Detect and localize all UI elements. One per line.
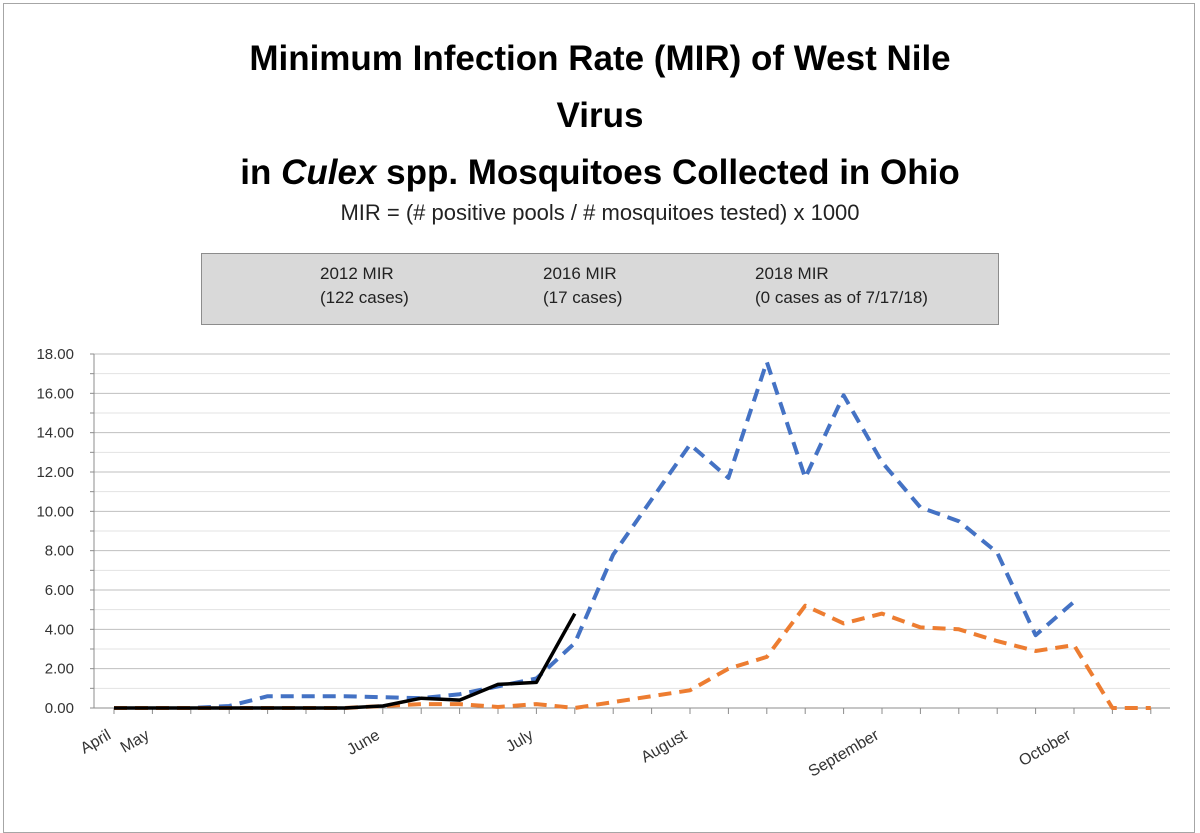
x-month-label: April (78, 727, 114, 758)
legend-label-2016: 2016 MIR (543, 264, 617, 283)
y-tick-label: 10.00 (36, 503, 74, 520)
x-month-label: October (1016, 726, 1074, 770)
chart-legend: 2012 MIR (122 cases) 2016 MIR (17 cases)… (201, 253, 999, 325)
legend-note-2012: (122 cases) (320, 288, 409, 307)
title-line-3-post: spp. Mosquitoes Collected in Ohio (376, 153, 960, 192)
legend-label-2018: 2018 MIR (755, 264, 829, 283)
legend-text-2012: 2012 MIR (122 cases) (320, 262, 409, 310)
y-tick-label: 8.00 (45, 543, 74, 560)
y-tick-label: 2.00 (45, 661, 74, 678)
y-tick-label: 6.00 (45, 582, 74, 599)
y-tick-label: 4.00 (45, 621, 74, 638)
x-month-label: September (806, 726, 883, 780)
chart-subtitle: MIR = (# positive pools / # mosquitoes t… (340, 200, 860, 225)
title-line-1: Minimum Infection Rate (MIR) of West Nil… (249, 39, 951, 78)
y-tick-label: 18.00 (36, 346, 74, 363)
title-line-3-pre: in (240, 153, 282, 192)
x-month-label: May (118, 727, 153, 757)
y-tick-label: 14.00 (36, 425, 74, 442)
y-tick-label: 12.00 (36, 464, 74, 481)
y-tick-label: 0.00 (45, 700, 74, 717)
series-line-2012-mir (114, 359, 1076, 710)
y-tick-label: 16.00 (36, 385, 74, 402)
legend-note-2016: (17 cases) (543, 288, 623, 307)
legend-text-2016: 2016 MIR (17 cases) (543, 262, 622, 310)
title-line-3: in Culex spp. Mosquitoes Collected in Oh… (0, 144, 1200, 201)
x-month-label: June (344, 727, 383, 759)
x-month-label: July (503, 727, 536, 756)
legend-text-2018: 2018 MIR (0 cases as of 7/17/18) (755, 262, 928, 310)
title-culex: Culex (281, 153, 377, 192)
chart-title: Minimum Infection Rate (MIR) of West Nil… (0, 30, 1200, 201)
series-line-2016-mir (114, 603, 1151, 710)
legend-label-2012: 2012 MIR (320, 264, 394, 283)
legend-note-2018: (0 cases as of 7/17/18) (755, 288, 928, 307)
title-line-2: Virus (556, 96, 644, 135)
series-line-2018-mir (114, 612, 577, 710)
x-month-label: August (638, 726, 690, 766)
